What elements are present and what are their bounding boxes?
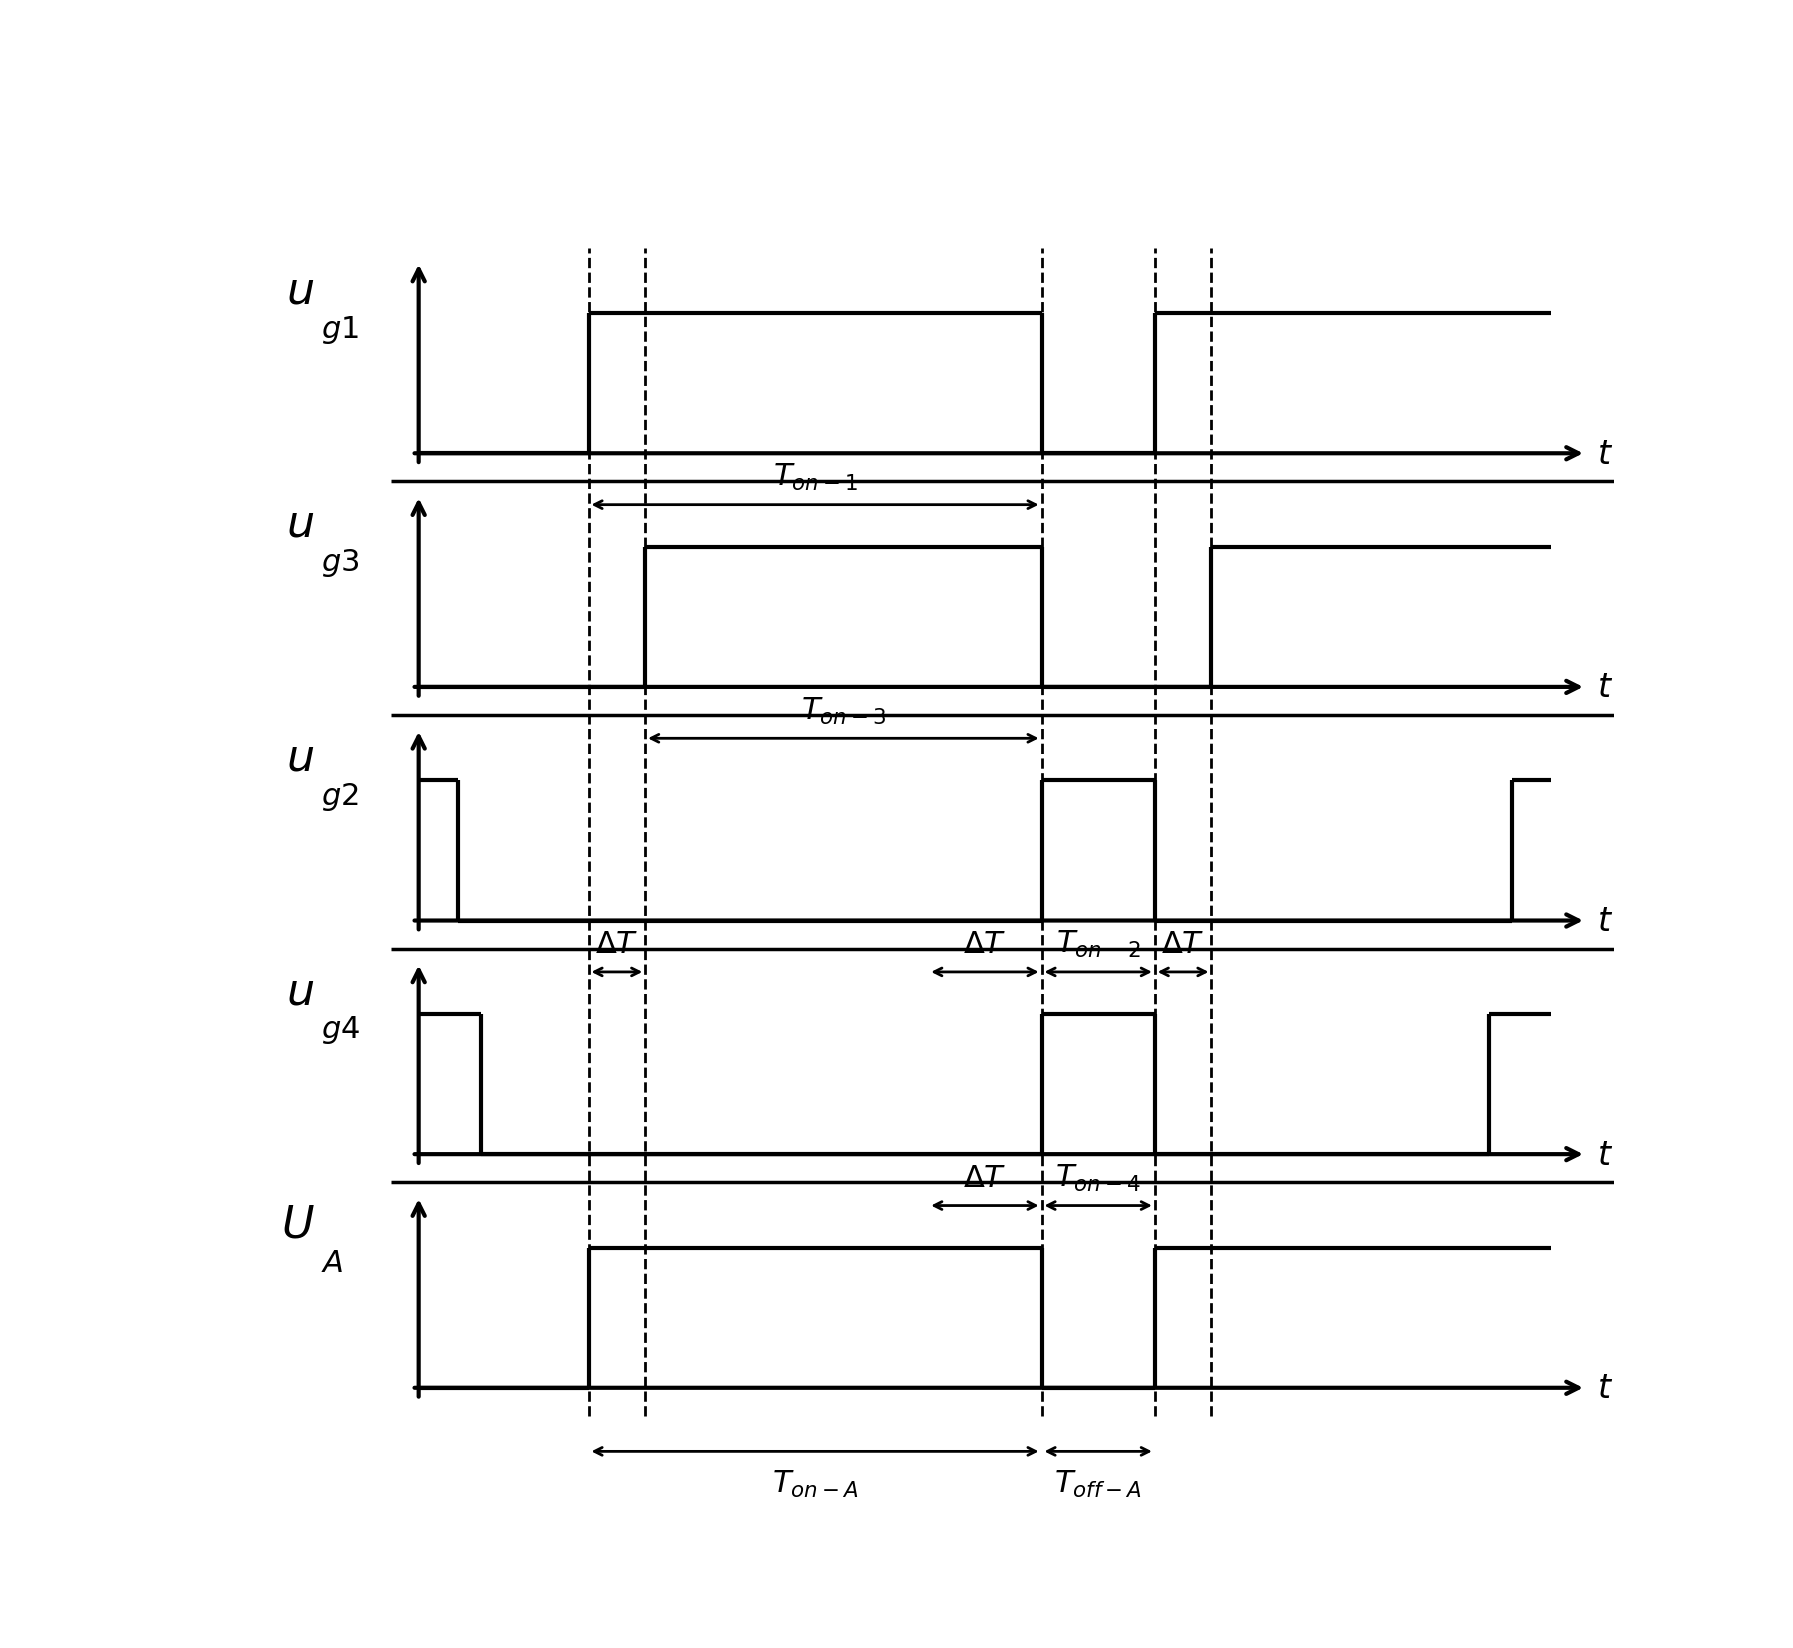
Text: $T_{on-2}$: $T_{on-2}$ <box>1056 928 1140 959</box>
Text: $t$: $t$ <box>1598 1139 1614 1172</box>
Text: $\Delta T$: $\Delta T$ <box>963 1162 1006 1193</box>
Text: $T_{on-3}$: $T_{on-3}$ <box>801 695 886 727</box>
Text: $t$: $t$ <box>1598 905 1614 938</box>
Text: $\Delta T$: $\Delta T$ <box>1162 929 1205 959</box>
Text: $g1$: $g1$ <box>321 313 359 346</box>
Text: $t$: $t$ <box>1598 437 1614 470</box>
Text: $g3$: $g3$ <box>321 547 360 578</box>
Text: $T_{on-A}$: $T_{on-A}$ <box>771 1468 859 1500</box>
Text: $u$: $u$ <box>287 737 314 780</box>
Text: $t$: $t$ <box>1598 1371 1614 1404</box>
Text: $U$: $U$ <box>282 1203 314 1246</box>
Text: $u$: $u$ <box>287 503 314 545</box>
Text: $T_{on-1}$: $T_{on-1}$ <box>773 461 857 493</box>
Text: $T_{off-A}$: $T_{off-A}$ <box>1054 1468 1142 1500</box>
Text: $u$: $u$ <box>287 969 314 1012</box>
Text: $T_{on-4}$: $T_{on-4}$ <box>1056 1162 1140 1193</box>
Text: $t$: $t$ <box>1598 671 1614 704</box>
Text: $g2$: $g2$ <box>321 781 359 812</box>
Text: $\Delta T$: $\Delta T$ <box>963 929 1006 959</box>
Text: $u$: $u$ <box>287 269 314 311</box>
Text: $A$: $A$ <box>321 1248 344 1279</box>
Text: $\Delta T$: $\Delta T$ <box>595 929 638 959</box>
Text: $g4$: $g4$ <box>321 1014 360 1046</box>
